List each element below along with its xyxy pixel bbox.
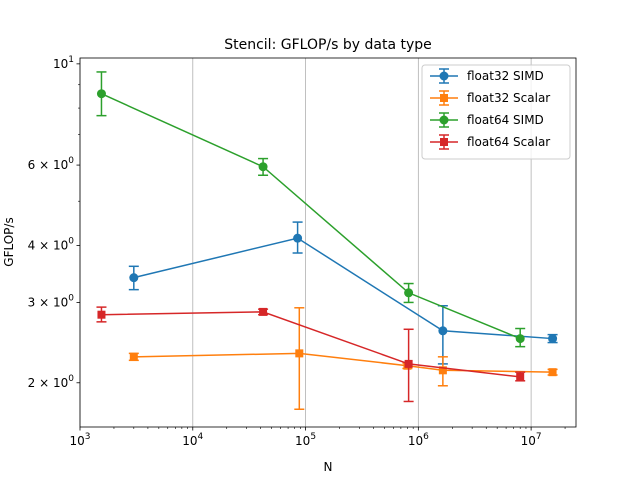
data-point	[548, 334, 558, 344]
x-axis-label: N	[324, 460, 333, 474]
legend: float32 SIMD float32 Scalar float64 SIMD fl…	[421, 64, 571, 160]
series-line	[101, 311, 521, 378]
data-point	[515, 334, 525, 344]
plot-frame	[79, 57, 577, 428]
legend-item: float64 SIMD	[430, 112, 544, 128]
data-point	[259, 307, 268, 316]
data-point	[129, 273, 139, 283]
data-point	[96, 89, 106, 99]
data-point	[129, 352, 138, 361]
series-float64-scalar	[96, 306, 526, 403]
legend-marker	[439, 115, 449, 125]
legend-label: float64 Scalar	[467, 135, 550, 149]
series-line	[133, 237, 553, 340]
legend-label: float64 SIMD	[467, 113, 544, 127]
data-point	[295, 349, 304, 358]
data-point	[404, 288, 414, 298]
legend-marker	[440, 138, 448, 146]
data-point	[438, 326, 448, 336]
data-point	[516, 372, 525, 381]
y-axis: 2 × 100 3 × 100 4 × 100 6 × 100 101	[28, 55, 80, 390]
data-point	[438, 366, 447, 375]
y-tick-label: 2 × 100	[28, 374, 75, 390]
chart-title: Stencil: GFLOP/s by data type	[224, 37, 432, 53]
legend-box	[421, 64, 571, 160]
x-tick-label: 106	[408, 432, 429, 448]
series-float64-simd	[96, 71, 526, 348]
y-tick-label: 3 × 100	[28, 293, 75, 309]
data-point	[97, 310, 106, 319]
legend-label: float32 Scalar	[467, 91, 550, 105]
data-point	[293, 233, 303, 243]
x-tick-label: 104	[182, 432, 203, 448]
y-tick-label: 6 × 100	[28, 156, 75, 172]
legend-marker	[440, 94, 448, 102]
y-tick-label: 101	[53, 55, 74, 71]
y-axis-label: GFLOP/s	[2, 217, 16, 266]
series-float32-simd	[128, 221, 558, 365]
x-tick-label: 105	[295, 432, 316, 448]
data-point	[548, 368, 557, 377]
legend-label: float32 SIMD	[467, 69, 544, 83]
legend-item: float64 Scalar	[430, 134, 550, 150]
legend-item: float32 SIMD	[430, 68, 544, 84]
x-tick-label: 107	[521, 432, 542, 448]
series-layer	[96, 71, 558, 410]
series-line	[101, 93, 521, 340]
legend-item: float32 Scalar	[430, 90, 550, 106]
data-point	[258, 162, 268, 172]
x-axis: 103 104 105 106 107	[69, 427, 566, 448]
x-tick-label: 103	[69, 432, 90, 448]
y-tick-label: 4 × 100	[28, 236, 75, 252]
legend-marker	[439, 71, 449, 81]
data-point	[404, 359, 413, 368]
